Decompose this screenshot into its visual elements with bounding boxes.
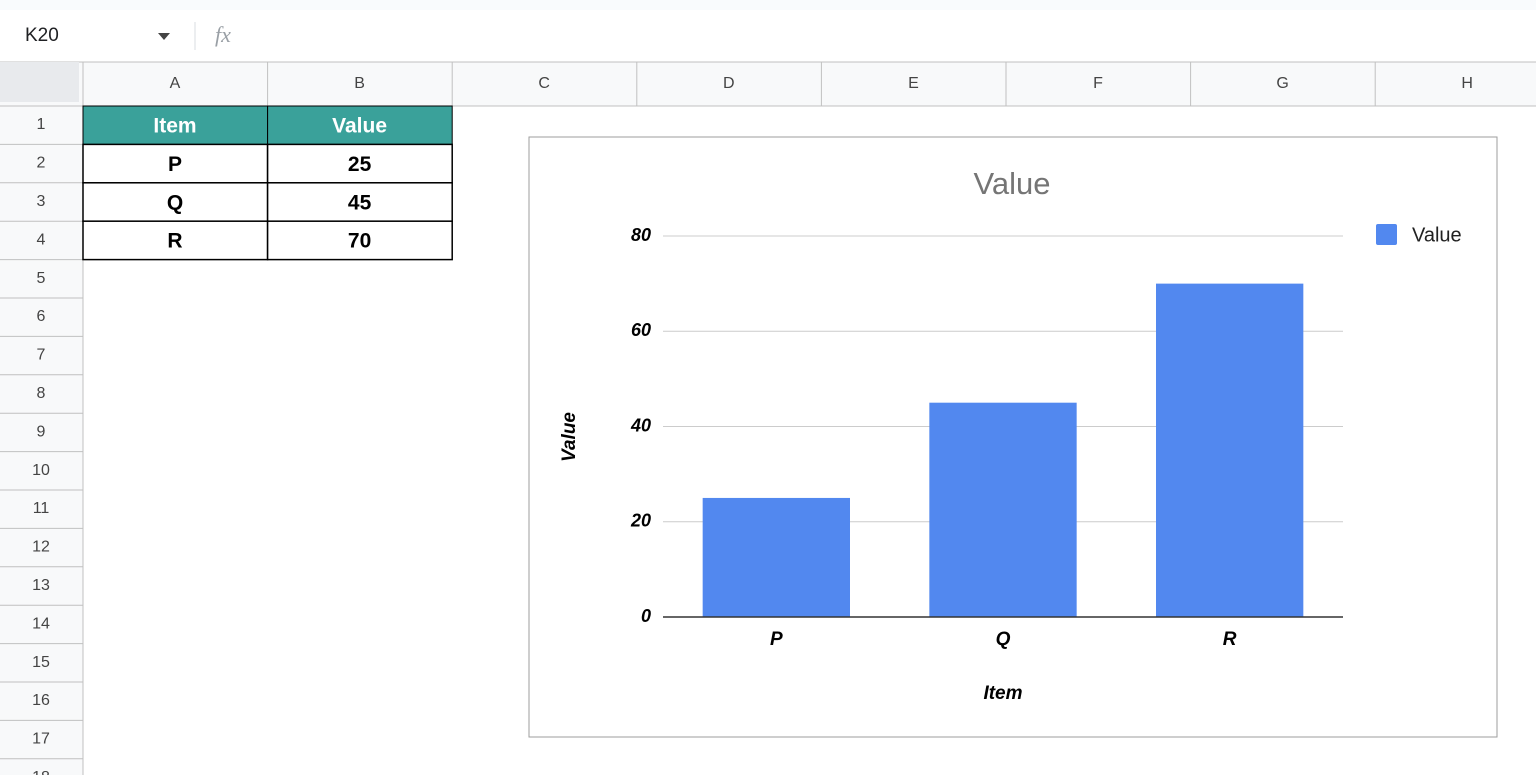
cell-text: Q (167, 191, 183, 214)
cell-text: 70 (348, 230, 371, 253)
column-header: H (1461, 75, 1473, 92)
y-axis-title: Value (559, 412, 580, 462)
y-tick-label: 40 (630, 415, 651, 435)
row-header: 7 (37, 347, 46, 364)
name-box[interactable]: K20 (25, 25, 59, 46)
row-header: 9 (37, 423, 46, 440)
chart: Value Value Item 0 20 40 60 80 P Q R Value (528, 136, 1498, 738)
y-tick-label: 20 (630, 511, 651, 531)
chart-title: Value (974, 166, 1051, 201)
row-header: 2 (37, 155, 46, 172)
row-header: 4 (37, 231, 46, 248)
row-header: 13 (32, 577, 50, 594)
column-header: C (538, 75, 550, 92)
name-box-dropdown[interactable] (158, 33, 170, 40)
corner (0, 62, 79, 102)
header-text: Value (332, 115, 387, 138)
column-header-bar (0, 62, 1536, 106)
bar (929, 402, 1077, 617)
column-header: E (908, 75, 919, 92)
row-header: 14 (32, 615, 50, 632)
row-header: 16 (32, 692, 50, 709)
column-header: B (354, 75, 365, 92)
column-header: F (1093, 75, 1103, 92)
bar (1156, 283, 1304, 617)
fx-icon: fx (215, 22, 231, 47)
row-header: 6 (37, 308, 46, 325)
cell-text: P (168, 153, 182, 176)
row-header: 17 (32, 731, 50, 748)
column-header: A (170, 75, 181, 92)
table-cell (82, 220, 269, 261)
cell-text: 45 (348, 191, 372, 214)
header-text: Item (153, 115, 196, 138)
row-header: 10 (32, 462, 50, 479)
cell-text: R (167, 230, 182, 253)
row-header: 3 (37, 193, 46, 210)
header-cell (267, 105, 453, 145)
row-header: 5 (37, 270, 46, 287)
legend-label: Value (1412, 224, 1462, 246)
bar (702, 497, 850, 617)
y-tick-label: 0 (641, 606, 651, 626)
cell-grid: ABCDEFGH123456789101112131415161718ItemV… (0, 62, 1536, 780)
x-axis-title: Item (983, 683, 1022, 704)
table-cell (266, 143, 453, 184)
top-strip (0, 0, 1536, 10)
column-header: G (1276, 75, 1288, 92)
x-tick-label: Q (996, 629, 1011, 650)
x-tick-label: P (770, 629, 783, 650)
row-header: 15 (32, 654, 50, 671)
row-header-bar (0, 62, 83, 775)
table-cell (266, 182, 453, 222)
cell-text: 25 (348, 153, 372, 176)
y-tick-label: 60 (631, 320, 651, 340)
row-header: 18 (32, 769, 50, 775)
row-header: 11 (33, 500, 50, 517)
x-tick-label: R (1223, 629, 1237, 650)
table-cell (82, 182, 269, 222)
legend-swatch (1376, 224, 1397, 245)
row-header: 8 (37, 385, 46, 402)
row-header: 12 (32, 539, 50, 556)
y-tick-label: 80 (631, 225, 651, 245)
table-cell (266, 220, 453, 261)
column-header: D (723, 75, 735, 92)
row-header: 1 (37, 116, 46, 133)
